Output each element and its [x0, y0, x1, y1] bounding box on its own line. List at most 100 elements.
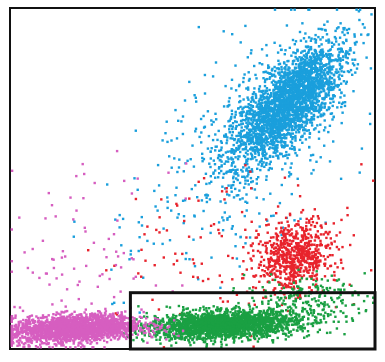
point-series-0-cluster-0 [270, 92, 273, 95]
point-series-1-cluster-0 [336, 266, 339, 269]
point-series-0-cluster-0 [316, 124, 319, 127]
point-series-1-cluster-0 [316, 267, 319, 270]
point-series-0-cluster-0 [255, 145, 258, 148]
point-series-0-cluster-0 [299, 106, 302, 109]
point-series-0-cluster-1 [162, 227, 165, 230]
point-series-2-cluster-0 [276, 326, 279, 329]
point-series-0-cluster-0 [327, 107, 330, 111]
point-series-1-cluster-0 [302, 255, 305, 258]
point-series-0-cluster-0 [201, 152, 204, 155]
point-series-0-cluster-1 [178, 158, 181, 161]
point-series-0-cluster-0 [353, 35, 356, 38]
point-series-2-cluster-0 [208, 334, 212, 337]
point-series-1-cluster-0 [282, 260, 285, 263]
point-series-1-cluster-0 [274, 262, 277, 266]
point-series-0-cluster-0 [310, 69, 313, 73]
point-series-0-cluster-0 [278, 73, 281, 76]
point-series-1-cluster-1 [140, 275, 143, 278]
point-series-0-cluster-0 [251, 170, 254, 173]
point-series-0-cluster-0 [312, 101, 316, 104]
point-series-1-cluster-0 [272, 289, 275, 292]
point-series-0-cluster-0 [314, 49, 317, 52]
point-series-1-cluster-0 [295, 251, 299, 254]
point-series-0-cluster-0 [307, 88, 310, 92]
point-series-1-cluster-0 [291, 265, 294, 269]
point-series-0-cluster-0 [251, 138, 254, 141]
point-series-1-cluster-0 [307, 251, 311, 254]
point-series-0-cluster-0 [280, 85, 284, 89]
point-series-0-cluster-0 [319, 81, 323, 84]
point-series-0-cluster-0 [296, 93, 300, 97]
point-series-1-cluster-0 [286, 232, 289, 235]
point-series-0-cluster-1 [203, 73, 207, 77]
point-series-0-cluster-0 [267, 105, 270, 109]
point-series-0-cluster-0 [270, 72, 273, 76]
point-series-0-cluster-0 [272, 83, 275, 86]
point-series-1-cluster-0 [282, 235, 286, 238]
point-series-0-cluster-0 [351, 58, 354, 61]
point-series-0-cluster-1 [244, 24, 247, 28]
point-series-0-cluster-0 [276, 134, 279, 137]
point-series-0-cluster-1 [168, 239, 172, 242]
point-series-0-cluster-0 [336, 83, 339, 87]
point-series-0-cluster-0 [358, 8, 362, 11]
point-series-1-cluster-0 [312, 255, 316, 259]
point-series-0-cluster-0 [303, 115, 306, 118]
point-series-1-cluster-0 [317, 260, 321, 263]
point-series-0-cluster-0 [252, 142, 255, 145]
point-series-0-cluster-0 [299, 57, 303, 61]
point-series-1-cluster-1 [271, 244, 275, 247]
point-series-0-cluster-0 [264, 103, 267, 106]
point-series-1-cluster-0 [294, 266, 297, 269]
point-series-1-cluster-1 [352, 234, 355, 237]
point-series-0-cluster-0 [219, 200, 222, 203]
point-series-1-cluster-0 [282, 261, 285, 264]
point-series-0-cluster-0 [314, 33, 317, 37]
point-series-2-cluster-0 [274, 326, 277, 329]
point-series-0-cluster-1 [210, 123, 213, 126]
point-series-1-cluster-1 [188, 197, 191, 200]
point-series-0-cluster-0 [284, 78, 288, 82]
point-series-1-cluster-0 [297, 250, 300, 253]
point-series-0-cluster-0 [314, 102, 318, 105]
point-series-0-cluster-0 [276, 90, 280, 94]
point-series-0-cluster-0 [313, 86, 316, 90]
point-series-0-cluster-1 [226, 217, 229, 220]
point-series-1-cluster-1 [221, 300, 225, 303]
point-series-0-cluster-0 [277, 109, 280, 112]
point-series-0-cluster-0 [287, 96, 290, 100]
point-series-0-cluster-1 [175, 137, 179, 140]
point-series-0-cluster-0 [326, 71, 330, 74]
point-series-0-cluster-1 [237, 155, 240, 158]
point-series-0-cluster-0 [275, 131, 278, 134]
point-series-2-cluster-0 [287, 331, 291, 334]
point-series-0-cluster-1 [290, 192, 293, 196]
point-series-1-cluster-0 [280, 287, 284, 290]
point-series-1-cluster-0 [320, 224, 323, 227]
point-series-0-cluster-1 [301, 134, 304, 138]
point-series-0-cluster-0 [285, 101, 288, 105]
point-series-0-cluster-0 [278, 133, 282, 136]
point-series-0-cluster-0 [288, 108, 292, 112]
point-series-0-cluster-0 [263, 109, 266, 112]
point-series-0-cluster-0 [314, 69, 317, 72]
point-series-0-cluster-0 [316, 81, 319, 84]
point-series-1-cluster-0 [298, 278, 302, 282]
point-series-0-cluster-1 [315, 160, 318, 163]
point-series-0-cluster-0 [292, 120, 295, 123]
point-series-0-cluster-0 [265, 140, 268, 143]
point-series-2-cluster-0 [250, 309, 254, 313]
point-series-1-cluster-0 [326, 255, 330, 259]
point-series-0-cluster-1 [189, 158, 192, 161]
point-series-0-cluster-0 [284, 93, 287, 96]
point-series-0-cluster-1 [260, 157, 263, 161]
point-series-0-cluster-1 [280, 48, 283, 51]
point-series-0-cluster-0 [231, 125, 234, 128]
point-series-0-cluster-0 [308, 93, 312, 97]
point-series-2-cluster-0 [264, 313, 267, 316]
point-series-1-cluster-0 [296, 296, 300, 299]
point-series-0-cluster-0 [269, 106, 272, 109]
point-series-0-cluster-0 [312, 62, 316, 65]
point-series-0-cluster-0 [278, 71, 281, 74]
point-series-0-cluster-1 [133, 177, 136, 180]
